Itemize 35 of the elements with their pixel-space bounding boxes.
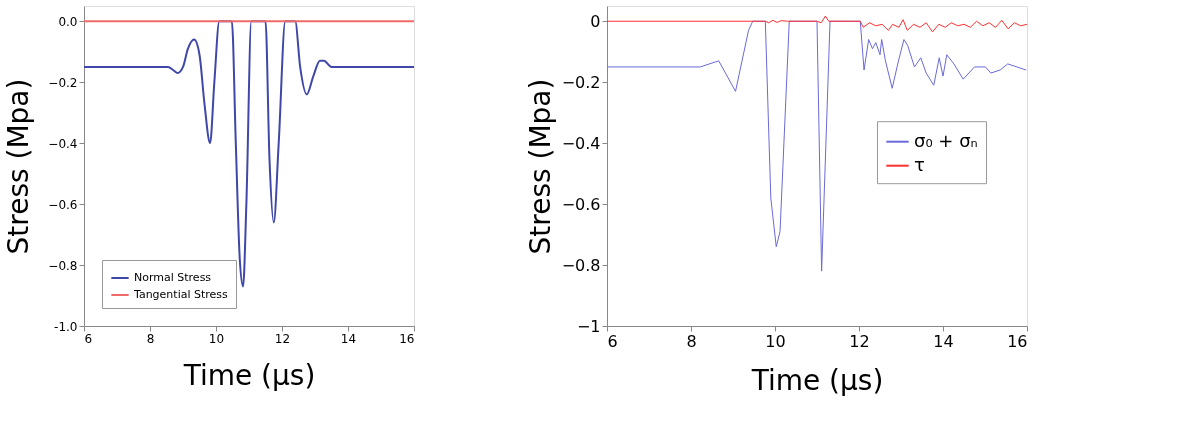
y-tick-label: −0.4	[48, 136, 78, 151]
y-axis-title: Stress (Mpa)	[2, 78, 36, 255]
x-tick-label: 16	[399, 331, 415, 346]
y-tick-label: −0.6	[561, 194, 601, 214]
y-tick-label: −1	[576, 316, 601, 336]
y-tick-label: -1.0	[54, 319, 78, 334]
x-tick-label: 6	[84, 331, 93, 346]
x-axis-title: Time (μs)	[750, 363, 884, 397]
y-tick-label: 0.0	[58, 14, 78, 29]
y-tick-label: −0.2	[561, 72, 601, 92]
x-tick-label: 14	[933, 331, 954, 351]
x-tick-label: 14	[340, 331, 357, 346]
x-tick-label: 10	[765, 331, 786, 351]
line-series	[606, 15, 1028, 33]
x-tick-label: 12	[849, 331, 870, 351]
y-tick-label: −0.6	[48, 197, 78, 212]
y-tick-label: −0.2	[48, 75, 78, 90]
legend-label: σ₀ + σₙ	[914, 129, 978, 151]
legend-label: τ	[914, 153, 925, 175]
line-series	[83, 20, 415, 288]
x-tick-label: 16	[1007, 331, 1028, 351]
y-tick-label: 0	[590, 11, 601, 31]
y-tick-label: −0.4	[561, 133, 601, 153]
y-axis-title: Stress (Mpa)	[523, 78, 557, 255]
x-tick-label: 8	[686, 331, 697, 351]
line-series	[606, 20, 1027, 272]
y-tick-label: −0.8	[48, 258, 78, 273]
legend-label: Normal Stress	[134, 271, 212, 284]
y-tick-label: −0.8	[561, 255, 601, 275]
legend-label: Tangential Stress	[133, 288, 229, 301]
x-tick-label: 12	[274, 331, 291, 346]
x-tick-label: 10	[208, 331, 225, 346]
x-axis-title: Time (μs)	[182, 358, 316, 392]
x-tick-label: 8	[146, 331, 155, 346]
x-tick-label: 6	[607, 331, 618, 351]
